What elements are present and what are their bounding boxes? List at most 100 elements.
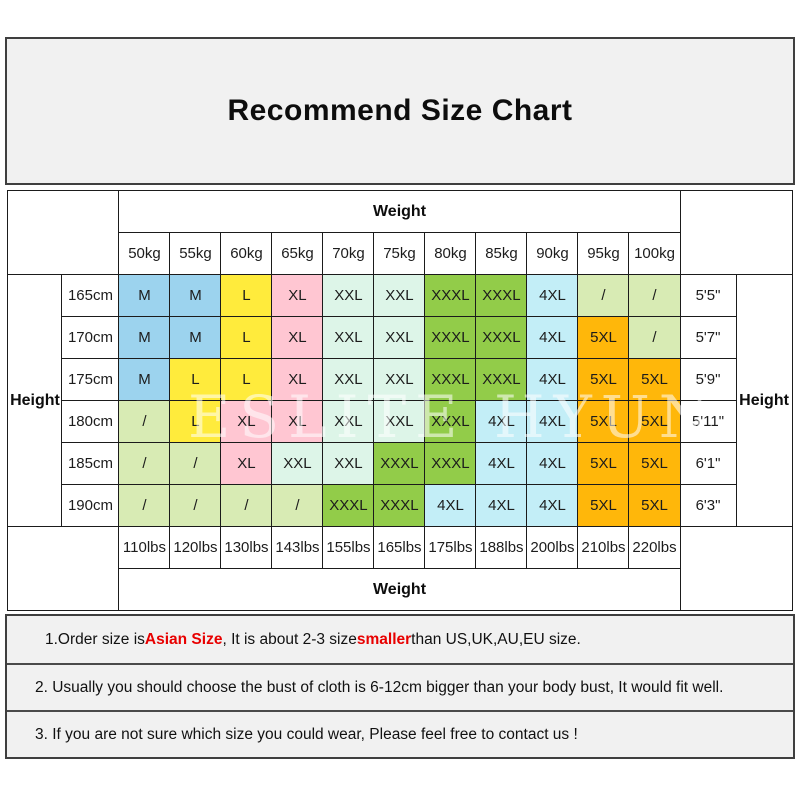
height-ft-cell: 5'5"	[679, 274, 737, 317]
size-cell: 5XL	[577, 316, 630, 359]
size-cell: 4XL	[526, 274, 579, 317]
size-cell: /	[169, 442, 222, 485]
size-cell: M	[118, 316, 171, 359]
lbs-header-cell: 188lbs	[475, 526, 528, 569]
size-cell: /	[169, 484, 222, 527]
size-cell: M	[169, 316, 222, 359]
size-cell: XXXL	[322, 484, 375, 527]
note-1: 1.Order size is Asian Size, It is about …	[7, 616, 793, 663]
size-cell: XL	[271, 316, 324, 359]
size-cell: XXL	[322, 442, 375, 485]
corner-top-left	[7, 190, 120, 275]
note-1-text-b: , It is about 2-3 size	[222, 630, 357, 648]
size-cell: XXXL	[424, 274, 477, 317]
size-cell: XL	[220, 400, 273, 443]
size-cell: L	[220, 316, 273, 359]
corner-bottom-right	[679, 526, 793, 611]
size-cell: L	[169, 358, 222, 401]
note-3-text: 3. If you are not sure which size you co…	[35, 725, 578, 743]
kg-header-cell: 95kg	[577, 232, 630, 275]
height-ft-cell: 5'9"	[679, 358, 737, 401]
note-1-highlight-smaller: smaller	[356, 630, 412, 648]
kg-header-cell: 55kg	[169, 232, 222, 275]
size-cell: XL	[271, 358, 324, 401]
size-cell: 4XL	[526, 400, 579, 443]
kg-header-cell: 90kg	[526, 232, 579, 275]
note-1-highlight-asian-size: Asian Size	[144, 630, 223, 648]
size-cell: XXL	[373, 274, 426, 317]
size-cell: XL	[271, 274, 324, 317]
height-cm-cell: 175cm	[61, 358, 120, 401]
size-cell: XXXL	[424, 442, 477, 485]
size-cell: M	[118, 274, 171, 317]
size-cell: 5XL	[628, 358, 681, 401]
size-cell: 5XL	[628, 484, 681, 527]
size-cell: /	[118, 442, 171, 485]
lbs-header-cell: 175lbs	[424, 526, 477, 569]
size-cell: 5XL	[577, 442, 630, 485]
kg-header-cell: 100kg	[628, 232, 681, 275]
size-cell: XXL	[322, 316, 375, 359]
size-cell: 4XL	[526, 484, 579, 527]
size-cell: XXL	[322, 274, 375, 317]
note-2: 2. Usually you should choose the bust of…	[7, 663, 793, 710]
size-cell: XXXL	[475, 274, 528, 317]
page-title: Recommend Size Chart	[227, 94, 573, 127]
size-cell: XXXL	[424, 316, 477, 359]
title-box: Recommend Size Chart	[5, 37, 795, 185]
kg-header-cell: 80kg	[424, 232, 477, 275]
size-cell: XXXL	[424, 358, 477, 401]
size-cell: XL	[271, 400, 324, 443]
lbs-header-cell: 110lbs	[118, 526, 171, 569]
size-cell: M	[169, 274, 222, 317]
size-cell: XXL	[322, 358, 375, 401]
size-cell: XXL	[322, 400, 375, 443]
size-cell: 5XL	[628, 442, 681, 485]
size-cell: /	[577, 274, 630, 317]
lbs-header-cell: 155lbs	[322, 526, 375, 569]
size-cell: XXXL	[373, 442, 426, 485]
size-cell: XL	[220, 442, 273, 485]
kg-header-cell: 50kg	[118, 232, 171, 275]
size-cell: XXL	[373, 400, 426, 443]
size-cell: 4XL	[475, 400, 528, 443]
height-label-right: Height	[735, 274, 793, 527]
size-cell: XXXL	[424, 400, 477, 443]
height-cm-cell: 185cm	[61, 442, 120, 485]
lbs-header-cell: 120lbs	[169, 526, 222, 569]
kg-header-cell: 65kg	[271, 232, 324, 275]
kg-header-cell: 70kg	[322, 232, 375, 275]
size-cell: XXL	[373, 316, 426, 359]
size-cell: 4XL	[475, 442, 528, 485]
corner-bottom-left	[7, 526, 120, 611]
weight-label-bottom: Weight	[118, 568, 681, 611]
size-cell: 5XL	[577, 484, 630, 527]
size-cell: 4XL	[526, 442, 579, 485]
size-cell: 4XL	[475, 484, 528, 527]
size-cell: XXXL	[475, 358, 528, 401]
lbs-header-cell: 165lbs	[373, 526, 426, 569]
size-cell: 5XL	[577, 400, 630, 443]
size-cell: XXXL	[373, 484, 426, 527]
size-cell: M	[118, 358, 171, 401]
lbs-header-cell: 210lbs	[577, 526, 630, 569]
lbs-header-cell: 220lbs	[628, 526, 681, 569]
size-cell: /	[628, 274, 681, 317]
size-cell: /	[271, 484, 324, 527]
corner-top-right	[679, 190, 793, 275]
size-cell: /	[220, 484, 273, 527]
height-ft-cell: 6'1"	[679, 442, 737, 485]
size-cell: 4XL	[526, 358, 579, 401]
size-cell: 5XL	[628, 400, 681, 443]
size-chart-page: Recommend Size Chart Weight 50kg 55kg 60kg 6…	[0, 37, 800, 800]
size-chart-table: Weight 50kg 55kg 60kg 65kg 70kg 75kg 80kg 85kg 90…	[7, 190, 793, 611]
height-cm-cell: 180cm	[61, 400, 120, 443]
note-1-text-a: 1.Order size is	[45, 630, 145, 648]
note-1-text-c: than US,UK,AU,EU size.	[411, 630, 581, 648]
size-cell: /	[628, 316, 681, 359]
height-ft-cell: 6'3"	[679, 484, 737, 527]
note-3: 3. If you are not sure which size you co…	[7, 710, 793, 757]
lbs-header-cell: 200lbs	[526, 526, 579, 569]
weight-label-top: Weight	[118, 190, 681, 233]
size-cell: 5XL	[577, 358, 630, 401]
